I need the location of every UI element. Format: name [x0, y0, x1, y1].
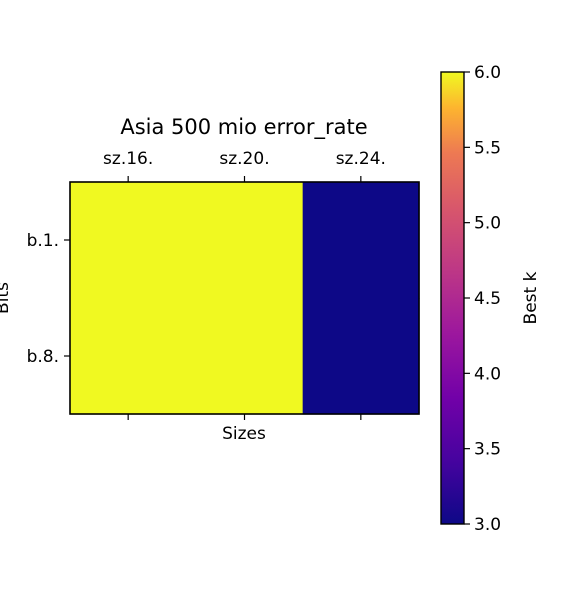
colorbar-tick-label: 4.5	[474, 289, 501, 309]
y-tick-label: b.8.	[27, 347, 59, 367]
heatmap-cell	[186, 182, 304, 299]
chart-title: Asia 500 mio error_rate	[120, 115, 367, 140]
heatmap-cell	[70, 298, 187, 415]
x-tick-label: sz.24.	[336, 149, 386, 169]
heatmap-cell	[302, 182, 420, 299]
x-axis-ticks: sz.16. sz.20. sz.24.	[103, 149, 386, 420]
x-axis-label: Sizes	[222, 424, 266, 444]
colorbar-label: Best k	[521, 271, 541, 324]
x-tick-label: sz.16.	[103, 149, 153, 169]
heatmap-cell	[70, 182, 187, 299]
x-tick-label: sz.20.	[219, 149, 269, 169]
heatmap-cell	[302, 298, 420, 415]
colorbar-tick-label: 5.5	[474, 138, 501, 158]
colorbar-ticks: 3.0 3.5 4.0 4.5 5.0 5.5 6.0	[464, 63, 501, 535]
y-axis-label: Bits	[0, 282, 13, 314]
colorbar-tick-label: 5.0	[474, 214, 501, 234]
heatmap-cell	[186, 298, 304, 415]
y-tick-label: b.1.	[27, 231, 59, 251]
heatmap-cells	[70, 182, 420, 415]
colorbar-tick-label: 3.5	[474, 440, 501, 460]
colorbar-tick-label: 4.0	[474, 364, 501, 384]
colorbar-tick-label: 6.0	[474, 63, 501, 83]
y-axis-ticks: b.1. b.8.	[27, 231, 70, 367]
colorbar-tick-label: 3.0	[474, 515, 501, 535]
colorbar	[440, 71, 465, 525]
